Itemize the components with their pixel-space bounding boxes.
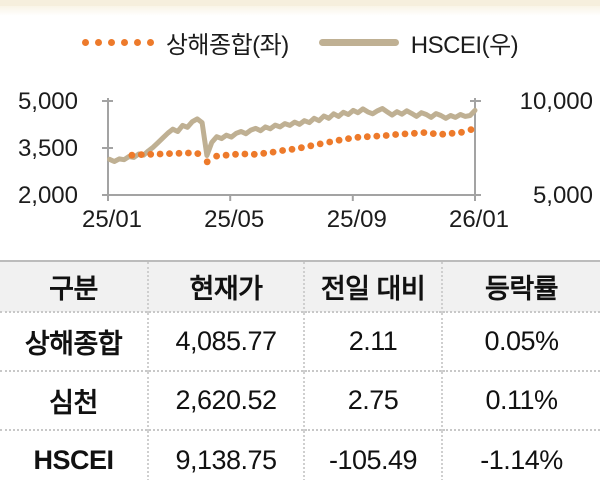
- shanghai-dot: [128, 151, 136, 159]
- shanghai-dot: [401, 130, 409, 138]
- chart-legend: 상해종합(좌) HSCEI(우): [0, 25, 600, 60]
- x-axis-tick-label: 25/05: [204, 206, 264, 233]
- shanghai-dot: [203, 158, 211, 166]
- hscei-line-series: [107, 106, 478, 164]
- col-header-category: 구분: [0, 262, 149, 312]
- shanghai-dot: [175, 149, 183, 157]
- top-accent-strip-fade: [0, 6, 600, 16]
- shanghai-dot: [439, 130, 447, 138]
- shanghai-dot: [345, 135, 352, 142]
- right-axis-tick-label: 10,000: [520, 88, 593, 115]
- shanghai-dot: [166, 150, 173, 157]
- col-header-change: 전일 대비: [304, 262, 443, 312]
- shanghai-dot: [288, 145, 296, 153]
- shanghai-dot: [250, 150, 258, 158]
- shanghai-dot: [269, 148, 277, 156]
- row-name: 상해종합: [0, 312, 149, 371]
- col-header-price: 현재가: [148, 262, 305, 312]
- shanghai-dot: [429, 130, 437, 137]
- shanghai-dot: [373, 132, 381, 140]
- legend-item-shanghai: 상해종합(좌): [81, 25, 289, 60]
- row-price: 4,085.77: [148, 312, 305, 371]
- shanghai-dot: [307, 142, 315, 150]
- table-row-hscei: HSCEI 9,138.75 -105.49 -1.14%: [0, 430, 600, 480]
- shanghai-dot: [392, 131, 399, 138]
- right-axis-tick-label: 5,000: [533, 182, 593, 209]
- dual-axis-line-chart: 5,000 3,500 2,000 10,000 5,000 25/01 25/05 25/0…: [18, 88, 593, 233]
- shanghai-dot: [222, 151, 230, 159]
- solid-line-marker-icon: [318, 38, 399, 46]
- legend-label-hscei: HSCEI(우): [410, 31, 519, 59]
- shanghai-dot: [147, 150, 155, 158]
- shanghai-dot: [298, 144, 305, 152]
- row-change: 2.11: [304, 312, 443, 371]
- shanghai-dot: [185, 149, 192, 157]
- x-axis-tick-label: 25/01: [82, 206, 142, 233]
- row-name: HSCEI: [0, 430, 149, 480]
- table-row-shenzhen: 심천 2,620.52 2.75 0.11%: [0, 371, 600, 430]
- shanghai-dot: [194, 150, 202, 157]
- row-pct: 0.05%: [484, 326, 559, 356]
- row-change: -105.49: [304, 430, 443, 480]
- shanghai-dot: [232, 150, 239, 158]
- row-price: 9,138.75: [148, 430, 305, 480]
- left-axis-tick-label: 5,000: [18, 88, 78, 115]
- shanghai-dot: [363, 133, 371, 141]
- shanghai-dot: [260, 149, 268, 157]
- row-price: 2,620.52: [148, 371, 305, 430]
- shanghai-dot: [156, 150, 164, 158]
- shanghai-dot: [420, 129, 428, 136]
- shanghai-dot: [354, 133, 362, 141]
- row-pct: -1.14%: [480, 444, 563, 475]
- col-header-pct: 등락률: [484, 274, 559, 304]
- top-accent-strip: [0, 0, 600, 6]
- index-quote-table: 구분 현재가 전일 대비 등락률 상해종합 4,085.77 2.11 0.05…: [0, 260, 600, 480]
- shanghai-dot: [316, 140, 324, 148]
- shanghai-dot: [448, 129, 456, 137]
- shanghai-dot: [326, 138, 334, 146]
- shanghai-dot: [411, 129, 418, 137]
- shanghai-dot: [382, 132, 390, 139]
- x-axis-tick-label: 25/09: [327, 206, 387, 233]
- shanghai-dot: [241, 150, 249, 158]
- left-axis-tick-label: 2,000: [18, 182, 78, 209]
- legend-item-hscei: HSCEI(우): [318, 25, 519, 60]
- dotted-line-marker-icon: [81, 38, 154, 46]
- table-row-shanghai: 상해종합 4,085.77 2.11 0.05%: [0, 312, 600, 371]
- x-axis-tick-label: 26/01: [449, 206, 509, 233]
- shanghai-dot: [279, 147, 286, 154]
- shanghai-dot: [467, 126, 475, 133]
- row-name: 심천: [0, 371, 149, 430]
- legend-label-shanghai: 상해종합(좌): [165, 31, 289, 59]
- row-pct: 0.11%: [485, 385, 558, 415]
- table-header-row: 구분 현재가 전일 대비 등락률: [0, 262, 600, 312]
- shanghai-dot: [137, 151, 145, 158]
- left-axis-tick-label: 3,500: [18, 135, 78, 162]
- row-change: 2.75: [304, 371, 443, 430]
- shanghai-dot: [213, 152, 221, 160]
- shanghai-dot: [458, 128, 465, 136]
- shanghai-dot: [335, 136, 343, 144]
